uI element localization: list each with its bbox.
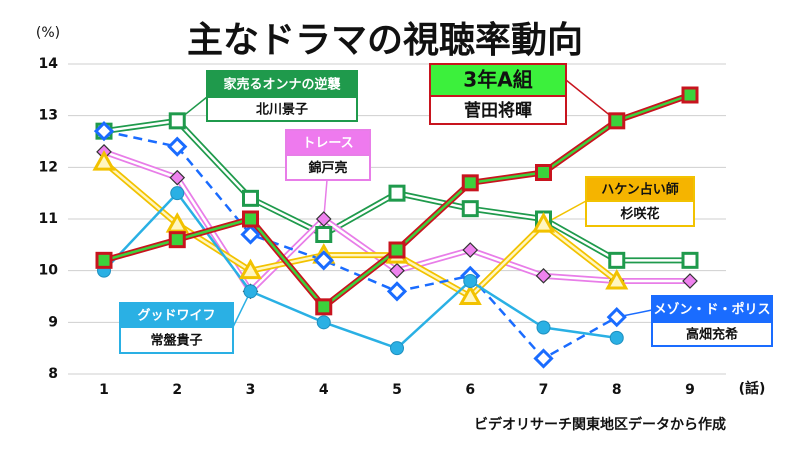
marker [388,184,406,202]
marker [608,112,626,130]
markers [92,86,699,369]
x-tick-label: 7 [539,382,549,398]
y-tick-label: 8 [48,366,58,382]
marker [533,348,554,369]
x-tick-label: 2 [172,382,182,398]
marker [386,281,408,302]
x-tick-label: 3 [246,382,256,398]
x-axis-label: (話) [739,380,766,397]
callout-body [651,321,773,347]
marker [315,226,333,243]
x-tick-label: 4 [319,382,329,398]
callout-header [285,129,371,156]
series-name: トレース [302,136,353,151]
marker [682,273,698,289]
marker [462,242,479,258]
marker [167,136,188,157]
marker [238,258,263,280]
x-tick-label: 9 [685,382,695,398]
chart-title: 主なドラマの視聴率動向 [187,20,583,61]
marker [316,315,331,330]
series-name: ハケン占い師 [601,182,679,198]
y-tick-label: 14 [39,56,59,72]
series-name: グッドワイフ [137,308,215,324]
source-note: ビデオリサーチ関東地区データから作成 [474,416,726,433]
callout-body [119,326,234,354]
marker [313,250,334,271]
marker [461,200,479,218]
marker [240,224,261,245]
marker [535,164,552,181]
series-cast: 杉咲花 [620,206,659,222]
marker [168,231,186,249]
marker [168,112,186,130]
series-name: 3年A組 [463,68,532,92]
marker [605,268,629,290]
series-cast: 菅田将暉 [464,100,532,121]
x-tick-label: 1 [99,382,109,398]
marker [242,189,259,207]
marker [389,262,405,279]
marker [608,251,626,269]
x-tick-label: 8 [612,382,622,398]
y-tick-label: 9 [48,314,58,330]
callout-body [285,154,371,181]
series-cast: 北川景子 [256,103,308,118]
marker [535,267,552,284]
series-name: 家売るオンナの逆襲 [223,77,341,93]
callout-header [119,302,234,328]
callout-body [585,200,695,227]
marker [531,212,556,233]
marker [609,330,624,345]
marker [536,320,551,335]
marker [390,341,404,356]
marker [242,210,259,228]
x-tick-label: 6 [465,382,475,398]
marker [681,86,699,104]
callout-body [429,95,567,125]
series-name: メゾン・ド・ポリス [653,302,770,318]
marker [461,174,479,192]
callout-header [585,176,695,202]
y-tick-label: 12 [39,159,58,175]
series-cast: 常盤貴子 [150,333,202,349]
y-axis-label: (%) [36,25,60,41]
callout-body [206,96,358,122]
series-line-inner [103,161,618,298]
marker [388,241,406,259]
marker [315,211,332,227]
y-tick-label: 10 [39,263,59,279]
y-tick-label: 13 [39,108,58,124]
marker [463,274,478,288]
callout-header [206,70,358,98]
marker [170,186,185,201]
marker [93,121,115,142]
y-tick-label: 11 [39,211,58,227]
marker [243,284,258,299]
callout-header [429,63,567,97]
marker [606,307,627,328]
marker [315,298,333,316]
marker [681,251,699,269]
series-cast: 錦戸亮 [308,160,347,176]
marker [169,169,186,186]
marker [95,251,113,269]
marker [458,284,482,305]
series-line [103,191,617,350]
callouts: 家売るオンナの逆襲北川景子トレース錦戸亮ハケン占い師杉咲花メゾン・ド・ポリス高畑… [119,63,773,354]
x-tick-label: 5 [392,382,402,398]
series-cast: 高畑充希 [686,327,738,343]
marker [92,150,116,171]
